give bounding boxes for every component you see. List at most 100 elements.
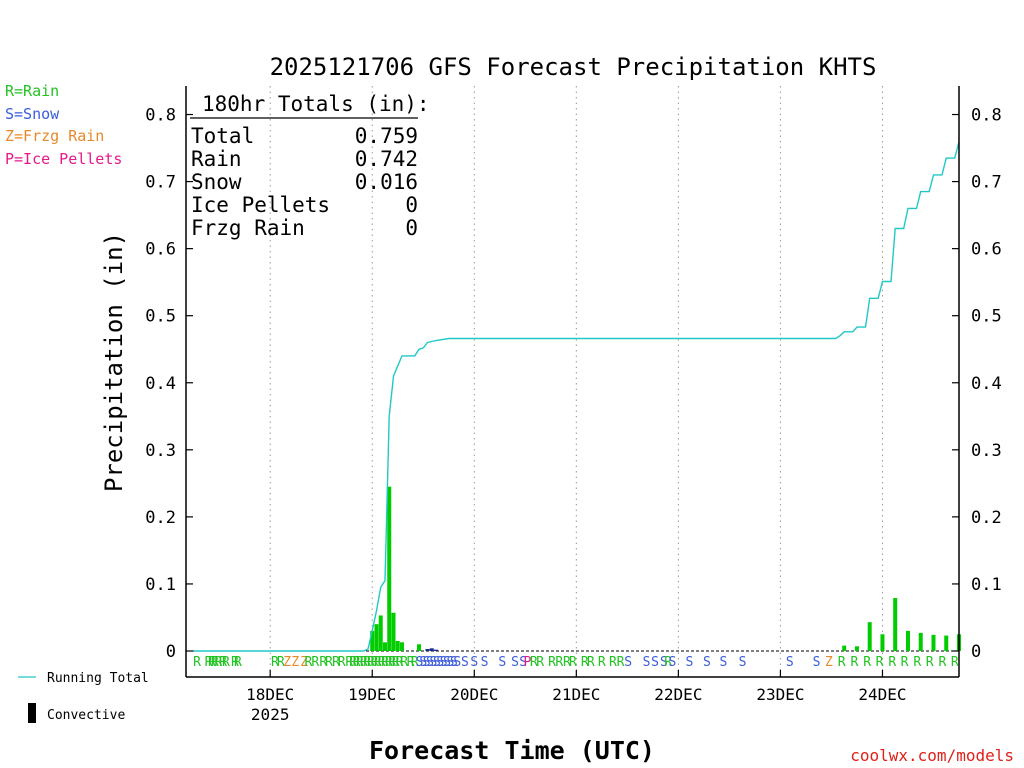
y-tick-label-right-0.8: 0.8 [971, 106, 1002, 126]
ptype-letter-32: R [388, 655, 396, 670]
ptype-letter-35: R [400, 655, 408, 670]
y-tick-label-right-0.1: 0.1 [971, 575, 1002, 595]
rain-bar-17 [944, 635, 949, 651]
totals-value-rain: 0.742 [355, 147, 418, 171]
rain-bar-12 [880, 634, 885, 651]
ptype-letter-66: R [609, 655, 617, 670]
rain-bar-6 [395, 640, 400, 651]
rain-bar-13 [893, 598, 898, 651]
y-tick-label-right-0.7: 0.7 [971, 173, 1002, 193]
ptype-letter-47: S [447, 655, 455, 670]
ptype-letter-3: R [211, 655, 219, 670]
ptype-letter-74: S [686, 655, 694, 670]
y-tick-label-left-0.6: 0.6 [145, 240, 176, 260]
grid-lines [186, 86, 959, 677]
ptype-letter-50: S [461, 655, 469, 670]
running-total-path [193, 141, 960, 652]
totals-label-snow: Snow [191, 170, 242, 194]
ptype-letter-26: R [367, 655, 375, 670]
legend-snow: S=Snow [5, 105, 60, 123]
ptype-letter-34: R [396, 655, 404, 670]
ptype-letter-11: Z [283, 655, 291, 670]
ptype-letter-18: R [332, 655, 340, 670]
ptype-letter-19: R [338, 655, 346, 670]
running-total-line [193, 141, 960, 652]
chart-title: 2025121706 GFS Forecast Precipitation KH… [270, 53, 877, 81]
ptype-letter-88: R [926, 655, 934, 670]
y-tick-label-left-0.4: 0.4 [145, 374, 176, 394]
ptype-letter-28: R [374, 655, 382, 670]
ptype-letter-78: S [786, 655, 794, 670]
legend-ice-pellets: P=Ice Pellets [5, 150, 122, 168]
ptype-letter-31: R [385, 655, 393, 670]
ptype-letter-81: R [838, 655, 846, 670]
rain-bar-10 [854, 646, 859, 651]
totals-label-rain: Rain [191, 147, 242, 171]
ptype-letter-62: R [569, 655, 577, 670]
ptype-letter-15: R [311, 655, 319, 670]
ptype-letter-10: R [277, 655, 285, 670]
ptype-letter-67: R [617, 655, 625, 670]
x-tick-label-23dec: 23DEC [756, 685, 804, 704]
ptype-letter-80: Z [825, 655, 833, 670]
ptype-letter-29: R [378, 655, 386, 670]
x-tick-label-22dec: 22DEC [654, 685, 702, 704]
y-tick-label-right-0.4: 0.4 [971, 374, 1002, 394]
ptype-letter-60: R [555, 655, 563, 670]
ptype-letter-63: R [581, 655, 589, 670]
ptype-letter-52: S [481, 655, 489, 670]
y-tick-label-right-0.5: 0.5 [971, 307, 1002, 327]
ptype-letter-22: R [353, 655, 361, 670]
ptype-letter-43: S [433, 655, 441, 670]
axis-ticks: 0 00.1 0.10.2 0.20.3 0.30.4 0.40.5 0.50.6 0.60.… [145, 106, 1001, 724]
ptype-letter-61: R [563, 655, 571, 670]
ptype-letter-64: R [587, 655, 595, 670]
totals-label-total: Total [191, 124, 254, 148]
x-tick-label-20dec: 20DEC [450, 685, 498, 704]
y-tick-label-right-0.3: 0.3 [971, 441, 1002, 461]
x-tick-label-18dec: 18DEC [246, 685, 294, 704]
y-tick-label-left-0: 0 [166, 642, 176, 662]
ptype-letter-1: R [205, 655, 213, 670]
ptype-letter-14: R [305, 655, 313, 670]
y-axis-label: Precipitation (in) [100, 232, 128, 492]
x-tick-sublabel-2025: 2025 [251, 705, 290, 724]
ptype-letter-59: R [548, 655, 556, 670]
running-total-legend-label: Running Total [47, 671, 149, 686]
ptype-letter-58: R [536, 655, 544, 670]
ptype-letter-71: S [660, 655, 668, 670]
ptype-letter-17: R [325, 655, 333, 670]
ptype-letter-16: R [319, 655, 327, 670]
ptype-letter-79: S [813, 655, 821, 670]
totals-value-frzg-rain: 0 [405, 216, 418, 240]
x-tick-label-24dec: 24DEC [858, 685, 906, 704]
ptype-letter-57: R [530, 655, 538, 670]
snow-bar-1 [429, 648, 434, 651]
ptype-letter-13: Z [300, 655, 308, 670]
totals-label-ice-pellets: Ice Pellets [191, 193, 330, 217]
ptype-letter-7: R [231, 655, 239, 670]
ptype-letter-51: S [470, 655, 478, 670]
rain-bar-9 [842, 645, 847, 651]
totals-value-ice-pellets: 0 [405, 193, 418, 217]
rain-bar-2 [378, 615, 383, 651]
ptype-letter-0: R [193, 655, 201, 670]
ptype-letter-56: P [524, 655, 532, 670]
rain-bar-5 [391, 612, 396, 651]
ptype-letter-53: S [498, 655, 506, 670]
ptype-letter-23: R [356, 655, 364, 670]
ptype-letter-70: S [651, 655, 659, 670]
y-tick-label-right-0.6: 0.6 [971, 240, 1002, 260]
ptype-letter-49: S [453, 655, 461, 670]
ptype-letter-4: R [214, 655, 222, 670]
ptype-letter-27: R [370, 655, 378, 670]
rain-bar-0 [370, 630, 375, 651]
y-tick-label-left-0.7: 0.7 [145, 173, 176, 193]
snow-bar-2 [434, 649, 439, 651]
ptype-letter-89: R [939, 655, 947, 670]
ptype-letter-69: S [643, 655, 651, 670]
ptype-letter-73: S [669, 655, 677, 670]
ptype-letter-77: S [739, 655, 747, 670]
